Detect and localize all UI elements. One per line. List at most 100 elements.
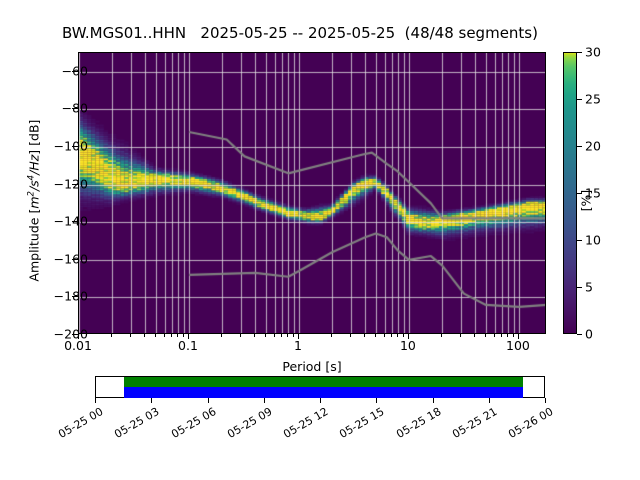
x-minor-tick-mark [273,334,275,337]
x-minor-tick-mark [182,334,184,337]
colorbar-tick-label: 25 [585,91,601,107]
y-tick-label: −100 [53,138,88,154]
timeline-tick-mark [95,398,96,403]
colorbar-tick-label: 20 [585,138,601,154]
x-tick-mark [517,334,519,339]
x-minor-tick-mark [500,334,502,337]
y-tick-label: −140 [53,213,88,229]
x-tick-mark [407,334,409,339]
colorbar-tick-label: 10 [585,232,601,248]
x-minor-tick-mark [474,334,476,337]
colorbar-tick-label: 5 [585,279,593,295]
x-minor-tick-mark [507,334,509,337]
timeline-tick-label: 05-25 06 [168,405,218,441]
y-tick-label: −180 [53,288,88,304]
y-axis-label-text: Amplitude [m2/s4/Hz] [dB] [26,119,42,282]
x-minor-tick-mark [154,334,156,337]
timeline-tick-mark [376,398,378,403]
x-minor-tick-mark [364,334,366,337]
timeline-tick-label: 05-25 09 [224,405,275,441]
timeline-tick-mark [432,398,434,403]
ppsd-plot-area [78,52,546,334]
ppsd-density-canvas [79,53,545,333]
timeline-tick-label: 05-25 03 [112,405,162,441]
page-title: BW.MGS01..HHN 2025-05-25 -- 2025-05-25 (… [62,24,538,42]
coverage-segment-blue [124,387,523,398]
x-minor-tick-mark [130,334,132,337]
x-tick-label: 10 [399,338,416,353]
colorbar-label: [%] [578,189,594,212]
colorbar-tick-mark [577,193,582,194]
x-tick-label: 0.1 [178,338,198,353]
data-coverage-bar [95,376,545,398]
colorbar-tick-mark [577,52,582,53]
y-tick-label: −120 [53,176,88,192]
colorbar-tick-mark [577,287,582,288]
y-tick-mark [72,296,78,298]
x-minor-tick-mark [441,334,443,337]
x-minor-tick-mark [240,334,242,337]
colorbar-tick-mark [577,146,582,147]
x-minor-tick-mark [397,334,399,337]
x-minor-tick-mark [390,334,392,337]
x-tick-mark [187,334,189,339]
x-minor-tick-mark [111,334,113,337]
timeline-tick-label: 05-25 15 [337,405,387,441]
x-minor-tick-mark [280,334,282,337]
timeline-tick-label: 05-25 12 [281,405,331,441]
colorbar-tick-label: 15 [585,185,601,201]
x-minor-tick-mark [350,334,352,337]
y-tick-mark [72,334,78,335]
x-tick-label: 1 [293,338,302,353]
x-minor-tick-mark [460,334,462,337]
timeline-tick-label: 05-25 00 [56,405,106,441]
colorbar [563,52,577,334]
x-tick-label: 100 [505,338,530,353]
x-tick-mark [78,334,79,339]
y-tick-label: −160 [53,251,88,267]
x-minor-tick-mark [177,334,179,337]
x-tick-mark [297,334,299,339]
x-minor-tick-mark [331,334,333,337]
x-minor-tick-mark [484,334,486,337]
timeline-tick-mark [545,398,546,403]
x-minor-tick-mark [254,334,256,337]
y-tick-mark [72,146,78,147]
timeline-tick-mark [320,398,321,403]
x-minor-tick-mark [170,334,172,337]
timeline-tick-mark [488,398,490,403]
timeline-tick-label: 05-25 18 [393,405,443,441]
x-minor-tick-mark [163,334,165,337]
x-minor-tick-mark [264,334,266,337]
colorbar-tick-label: 30 [585,44,601,60]
colorbar-tick-mark [577,99,582,100]
x-minor-tick-mark [493,334,495,337]
colorbar-tick-mark [577,240,582,241]
timeline-tick-mark [263,398,265,403]
x-minor-tick-mark [512,334,514,337]
y-tick-mark [72,108,78,110]
colorbar-tick-label: 0 [585,326,593,342]
timeline-tick-mark [207,398,209,403]
x-minor-tick-mark [287,334,289,337]
y-tick-mark [72,70,78,72]
x-minor-tick-mark [144,334,146,337]
x-axis-label: Period [s] [282,359,342,374]
x-minor-tick-mark [374,334,376,337]
y-tick-mark [72,221,78,223]
timeline-tick-label: 05-25 21 [449,405,500,441]
y-tick-mark [72,183,78,185]
colorbar-tick-mark [577,334,582,335]
y-tick-label: −200 [53,326,88,342]
x-minor-tick-mark [292,334,294,337]
x-tick-label: 0.01 [64,338,92,353]
x-minor-tick-mark [221,334,223,337]
y-axis-label: Amplitude [m2/s4/Hz] [dB] [26,71,41,331]
y-tick-mark [72,258,78,260]
coverage-segment-green [124,377,523,387]
x-minor-tick-mark [383,334,385,337]
timeline-tick-mark [151,398,153,403]
timeline-tick-label: 05-26 00 [506,405,556,441]
x-minor-tick-mark [402,334,404,337]
